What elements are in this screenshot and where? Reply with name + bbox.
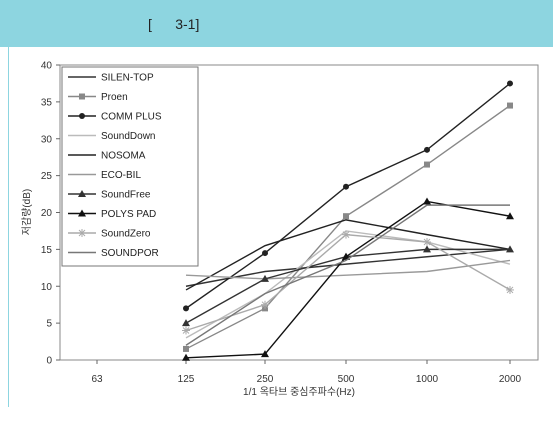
data-point-stroke bbox=[182, 327, 190, 334]
x-tick-label: 63 bbox=[91, 374, 103, 385]
x-tick-label: 250 bbox=[257, 374, 274, 385]
x-tick-label: 500 bbox=[338, 374, 355, 385]
data-point bbox=[424, 161, 430, 168]
y-axis-ticks: 0 5 10 15 20 25 30 35 40 bbox=[41, 61, 60, 367]
legend-label: SoundFree bbox=[101, 190, 151, 201]
figure-caption: [ 3-1] bbox=[148, 16, 200, 32]
data-point-stroke bbox=[506, 286, 514, 294]
data-point bbox=[78, 190, 86, 197]
data-point bbox=[423, 197, 431, 205]
y-tick-label: 25 bbox=[41, 171, 53, 182]
data-point bbox=[78, 229, 86, 237]
data-point bbox=[506, 245, 514, 253]
data-point bbox=[343, 183, 349, 190]
series-silen-top bbox=[185, 248, 511, 287]
x-tick-label: 125 bbox=[178, 374, 195, 385]
data-point bbox=[262, 250, 268, 257]
legend-label: SoundDown bbox=[101, 131, 155, 142]
series-line bbox=[185, 200, 511, 359]
data-point bbox=[424, 146, 430, 153]
legend-item: SOUNDPOR bbox=[68, 248, 159, 259]
data-point bbox=[342, 252, 350, 260]
legend-item: NOSOMA bbox=[68, 151, 146, 162]
data-point bbox=[79, 93, 85, 100]
legend-label: NOSOMA bbox=[101, 151, 146, 162]
legend: SILEN-TOP Proen COMM PLUS SoundDown NOSOMA EC… bbox=[68, 73, 162, 259]
series-sounddown bbox=[185, 230, 511, 339]
legend-item: SoundZero bbox=[68, 229, 151, 240]
x-tick-label: 1000 bbox=[416, 374, 439, 385]
legend-label: SOUNDPOR bbox=[101, 248, 159, 259]
legend-item: SoundFree bbox=[68, 190, 151, 201]
y-tick-label: 30 bbox=[41, 134, 53, 145]
data-point bbox=[506, 285, 514, 294]
data-point bbox=[261, 274, 269, 282]
legend-label: SoundZero bbox=[101, 229, 151, 240]
data-point-stroke bbox=[261, 301, 269, 309]
x-axis-label: 1/1 옥타브 중심주파수(Hz) bbox=[243, 386, 355, 398]
series-line bbox=[185, 219, 511, 291]
legend-item: ECO-BIL bbox=[68, 170, 141, 181]
y-tick-label: 0 bbox=[46, 356, 52, 367]
series-nosoma bbox=[185, 219, 511, 291]
y-tick-label: 40 bbox=[41, 61, 53, 72]
left-border-line bbox=[8, 47, 9, 407]
data-point-stroke bbox=[78, 229, 86, 237]
x-axis-ticks: 63 125 250 500 1000 2000 bbox=[91, 360, 522, 385]
data-point-stroke bbox=[423, 238, 431, 246]
data-point bbox=[183, 345, 189, 352]
data-point bbox=[261, 350, 269, 358]
series-comm-plus bbox=[183, 80, 513, 312]
data-point bbox=[423, 245, 431, 253]
y-tick-label: 5 bbox=[46, 319, 52, 330]
legend-item: SILEN-TOP bbox=[68, 73, 154, 84]
caption-header bbox=[0, 0, 553, 47]
data-point bbox=[79, 113, 85, 119]
y-tick-label: 35 bbox=[41, 97, 53, 108]
series-line bbox=[185, 259, 511, 280]
data-point bbox=[423, 238, 431, 246]
series-line bbox=[185, 248, 510, 324]
legend-label: COMM PLUS bbox=[101, 112, 162, 123]
data-point bbox=[78, 209, 86, 217]
legend-label: POLYS PAD bbox=[101, 209, 156, 220]
data-point bbox=[182, 326, 190, 335]
series-line bbox=[185, 248, 511, 287]
series-line bbox=[185, 204, 510, 346]
x-tick-label: 2000 bbox=[499, 374, 522, 385]
data-point-stroke bbox=[342, 231, 350, 238]
series-soundzero bbox=[182, 230, 514, 335]
y-tick-label: 15 bbox=[41, 245, 53, 256]
legend-label: ECO-BIL bbox=[101, 170, 141, 181]
y-tick-label: 20 bbox=[41, 208, 53, 219]
series-soundpor bbox=[185, 204, 510, 346]
legend-label: Proen bbox=[101, 92, 128, 103]
series-eco-bil bbox=[185, 259, 511, 280]
data-point bbox=[342, 230, 350, 239]
data-point bbox=[506, 212, 514, 220]
series-line bbox=[185, 230, 511, 339]
data-point bbox=[261, 300, 269, 309]
y-tick-label: 10 bbox=[41, 282, 53, 293]
data-point bbox=[507, 80, 513, 87]
y-axis-label: 저감량(dB) bbox=[21, 189, 33, 236]
series-line bbox=[185, 104, 511, 350]
data-point bbox=[507, 102, 513, 109]
data-point bbox=[182, 353, 190, 361]
legend-item: POLYS PAD bbox=[68, 209, 156, 220]
legend-item: COMM PLUS bbox=[68, 112, 162, 123]
legend-label: SILEN-TOP bbox=[101, 73, 154, 84]
legend-item: SoundDown bbox=[68, 131, 155, 142]
data-point bbox=[343, 213, 349, 220]
data-point bbox=[182, 319, 190, 327]
series-group bbox=[182, 80, 514, 361]
legend-item: Proen bbox=[68, 92, 128, 103]
data-point bbox=[183, 305, 189, 312]
series-polys-pad bbox=[182, 197, 514, 361]
